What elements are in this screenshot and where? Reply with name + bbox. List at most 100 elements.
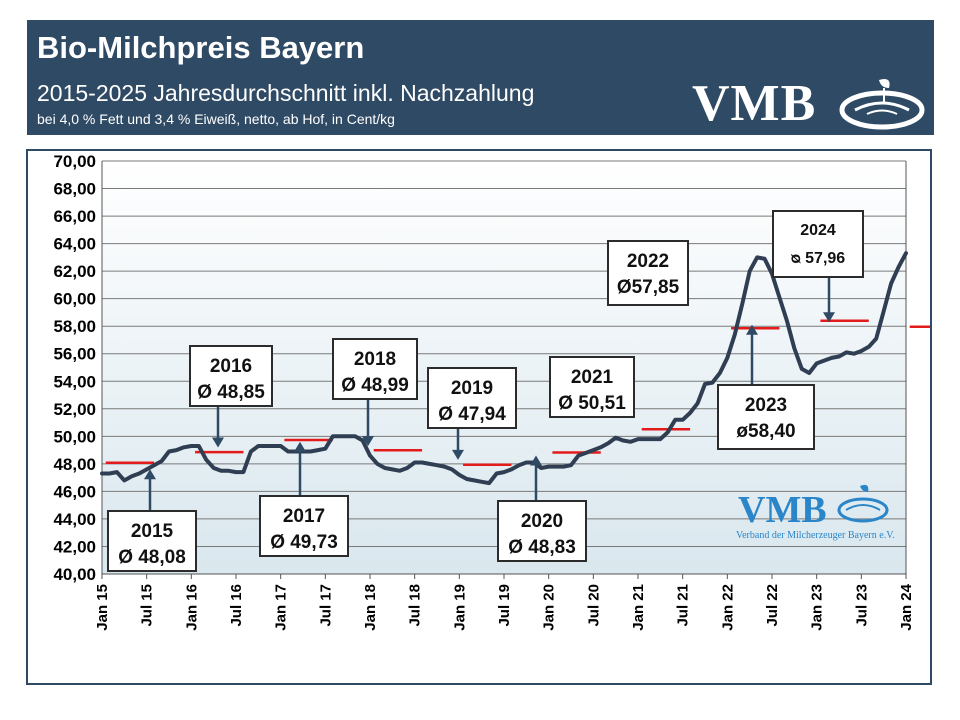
callout-2015: 2015 Ø 48,08 [107, 469, 197, 572]
callout-box [427, 367, 517, 429]
x-tick-label: Jan 20 [541, 584, 558, 631]
callout-2018: 2018 Ø 48,99 [332, 338, 418, 447]
y-tick-label: 70,00 [53, 152, 96, 171]
callout-2022: 2022 Ø57,85 [607, 240, 689, 306]
y-tick-label: 54,00 [53, 372, 96, 391]
vmb-watermark-text: VMB [738, 489, 827, 531]
x-tick-label: Jul 23 [853, 584, 870, 627]
callout-box [189, 345, 273, 407]
callout-year-label: 2022 [627, 251, 669, 272]
y-tick-label: 64,00 [53, 235, 96, 254]
x-tick-label: Jan 22 [719, 584, 736, 631]
arrow-head-icon [294, 441, 306, 452]
swirl-ring [837, 497, 889, 523]
x-tick-label: Jul 16 [228, 584, 245, 627]
y-tick-label: 68,00 [53, 180, 96, 199]
x-tick-label: Jul 18 [407, 584, 424, 627]
x-tick-label: Jan 18 [362, 584, 379, 631]
callout-average-label: Ø 49,73 [270, 532, 338, 553]
x-tick-label: Jul 19 [496, 584, 513, 627]
y-tick-label: 46,00 [53, 482, 96, 501]
callout-box [607, 240, 689, 306]
callout-box [497, 500, 587, 562]
x-tick-label: Jan 24 [898, 583, 915, 630]
x-axis: Jan 15 Jul 15 Jan 16 Jul 16 Jan 17 Jul 17 Jan … [94, 574, 915, 631]
callout-average-label: Ø 48,99 [341, 375, 409, 396]
arrow-head-icon [746, 324, 758, 335]
annual-average-callouts: 2015 Ø 48,08 2016 Ø 48,85 2017 Ø 49,73 2018 Ø 4… [107, 210, 864, 572]
y-tick-label: 48,00 [53, 455, 96, 474]
arrow-head-icon [362, 436, 374, 447]
callout-average-label: Ø 48,83 [508, 537, 576, 558]
callout-year-label: 2016 [210, 356, 252, 377]
arrow-head-icon [452, 449, 464, 460]
vmb-header-logo-text: VMB [692, 75, 817, 132]
callout-year-label: 2019 [451, 378, 493, 399]
y-tick-label: 52,00 [53, 400, 96, 419]
y-tick-label: 60,00 [53, 290, 96, 309]
callout-2016: 2016 Ø 48,85 [189, 345, 273, 448]
x-tick-label: Jan 16 [183, 584, 200, 631]
arrow-head-icon [823, 312, 835, 323]
callout-average-label: Ø 48,08 [118, 547, 186, 568]
x-tick-label: Jan 19 [451, 584, 468, 631]
y-axis: 70,00 68,00 66,00 64,00 62,00 60,00 58,00 56,00… [53, 152, 96, 584]
x-tick-label: Jul 17 [317, 584, 334, 627]
x-tick-label: Jan 17 [273, 584, 290, 631]
x-tick-label: Jan 23 [809, 584, 826, 631]
x-tick-label: Jul 15 [139, 584, 156, 627]
y-tick-label: 42,00 [53, 537, 96, 556]
callout-year-label: 2021 [571, 367, 614, 388]
vmb-header-logo: VMB [687, 74, 927, 134]
y-tick-label: 58,00 [53, 317, 96, 336]
callout-average-label: Ø 50,51 [558, 393, 626, 414]
vmb-watermark-swirl-icon [837, 484, 889, 523]
y-tick-label: 66,00 [53, 207, 96, 226]
line-chart: 70,00 68,00 66,00 64,00 62,00 60,00 58,00 56,00… [53, 152, 930, 631]
x-tick-label: Jan 15 [94, 584, 111, 631]
callout-average-label: Ø 47,94 [438, 404, 506, 425]
arrow-head-icon [212, 437, 224, 448]
y-tick-label: 50,00 [53, 427, 96, 446]
chart-header: Bio-Milchpreis Bayern 2015-2025 Jahresdu… [27, 20, 934, 135]
chart-note: bei 4,0 % Fett und 3,4 % Eiweiß, netto, … [37, 111, 395, 127]
callout-year-label: 2015 [131, 521, 174, 542]
vmb-swirl-icon [839, 79, 925, 130]
callout-box [549, 356, 635, 418]
callout-year-label: 2020 [521, 511, 563, 532]
callout-average-label: ᴓ 57,96 [791, 250, 845, 267]
swirl-drop [860, 484, 869, 492]
x-tick-label: Jan 21 [630, 584, 647, 631]
callout-box [259, 495, 349, 557]
callout-box [717, 384, 815, 450]
chart-title: Bio-Milchpreis Bayern [37, 30, 365, 65]
callout-year-label: 2018 [354, 349, 396, 370]
callout-2024: 2024 ᴓ 57,96 [772, 210, 864, 323]
callout-box [772, 210, 864, 278]
callout-year-label: 2023 [745, 395, 787, 416]
x-tick-label: Jul 20 [585, 584, 602, 627]
callout-2020: 2020 Ø 48,83 [497, 455, 587, 562]
chart-frame: 70,00 68,00 66,00 64,00 62,00 60,00 58,00 56,00… [26, 149, 932, 685]
callout-2023: 2023 ø58,40 [717, 324, 815, 450]
callout-2021: 2021 Ø 50,51 [549, 356, 635, 418]
callout-box [332, 338, 418, 400]
callout-year-label: 2024 [800, 222, 836, 239]
chart-subtitle: 2015-2025 Jahresdurchschnitt inkl. Nachz… [37, 80, 535, 106]
callout-average-label: ø58,40 [736, 421, 795, 442]
y-tick-label: 44,00 [53, 510, 96, 529]
x-tick-label: Jul 21 [675, 584, 692, 627]
arrow-head-icon [530, 455, 542, 466]
callout-2017: 2017 Ø 49,73 [259, 441, 349, 557]
y-tick-label: 40,00 [53, 565, 96, 584]
y-tick-label: 56,00 [53, 345, 96, 364]
swirl-curve [845, 504, 881, 511]
callout-2019: 2019 Ø 47,94 [427, 367, 517, 460]
vmb-watermark-logo: VMB Verband der Milcherzeuger Bayern e.V… [736, 484, 895, 541]
callout-average-label: Ø57,85 [617, 277, 680, 298]
arrow-head-icon [144, 469, 156, 480]
vmb-watermark-subtitle: Verband der Milcherzeuger Bayern e.V. [736, 530, 895, 541]
callout-average-label: Ø 48,85 [197, 382, 265, 403]
callout-box [107, 510, 197, 572]
y-tick-label: 62,00 [53, 262, 96, 281]
